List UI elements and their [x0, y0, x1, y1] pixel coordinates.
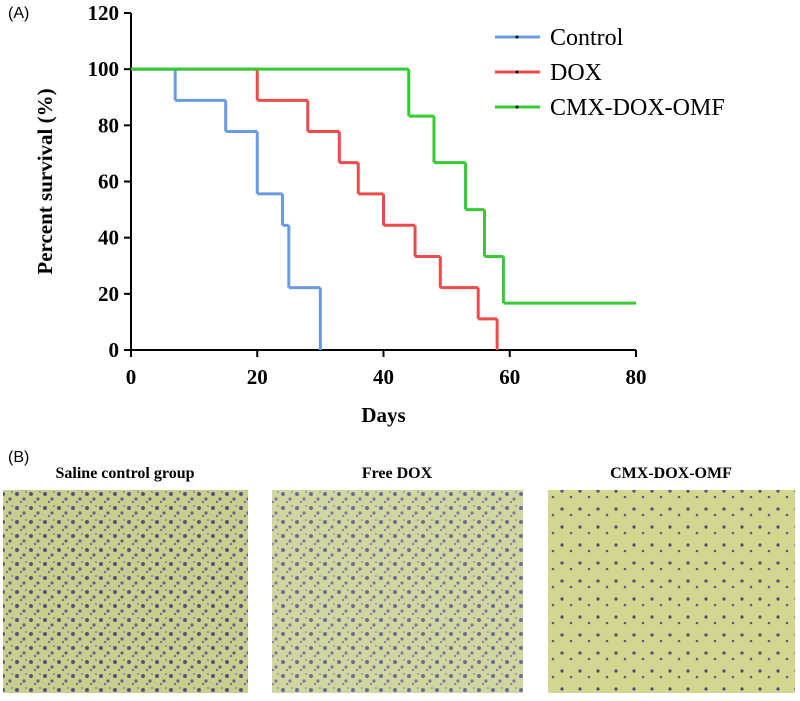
legend-dot	[515, 105, 519, 109]
x-axis-label: Days	[361, 403, 405, 427]
y-tick-label: 100	[88, 57, 120, 81]
y-tick-label: 40	[98, 226, 119, 250]
legend-dot	[515, 35, 519, 39]
x-tick-label: 20	[247, 365, 268, 389]
x-tick-label: 60	[499, 365, 520, 389]
panel-label: (B)	[8, 449, 29, 466]
histology: Saline control group Free DOX CMX-DOX-OM…	[3, 465, 795, 693]
image-title: Free DOX	[362, 465, 433, 482]
panel-label: (A)	[8, 5, 29, 22]
legend-label: CMX-DOX-OMF	[550, 95, 725, 121]
y-tick-label: 80	[98, 113, 119, 137]
x-tick-label: 80	[626, 365, 647, 389]
y-axis-label: Percent survival (%)	[33, 88, 57, 274]
legend-label: Control	[550, 25, 624, 51]
legend-label: DOX	[550, 60, 602, 86]
x-tick-label: 40	[373, 365, 394, 389]
image	[3, 490, 248, 693]
image	[272, 490, 523, 693]
x-tick-label: 0	[126, 365, 137, 389]
y-tick-label: 60	[98, 170, 119, 194]
y-tick-label: 20	[98, 282, 119, 306]
legend-dot	[515, 70, 519, 74]
image	[548, 490, 795, 693]
y-tick-label: 120	[88, 1, 120, 25]
y-tick-label: 0	[109, 338, 120, 362]
image-title: Saline control group	[56, 465, 195, 482]
image-title: CMX-DOX-OMF	[610, 465, 732, 482]
